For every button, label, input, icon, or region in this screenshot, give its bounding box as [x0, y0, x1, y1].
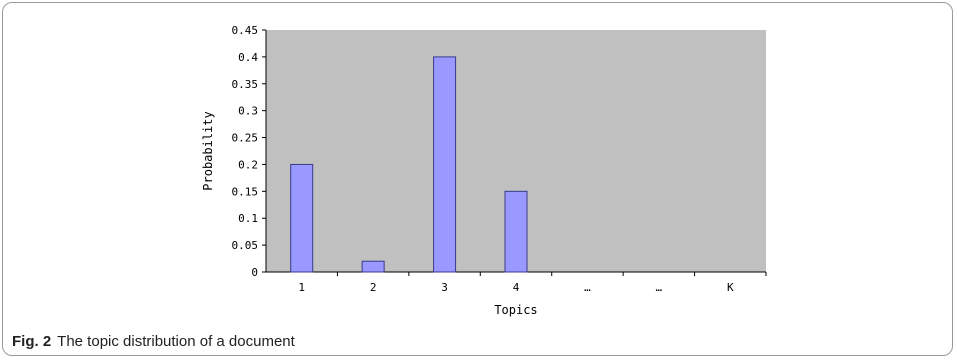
x-tick-label: …: [656, 281, 663, 294]
y-axis-ticks: 0 0.05 0.1 0.15 0.2 0.25 0.3 0.35 0.4 0.45: [232, 24, 266, 279]
y-tick-label: 0.35: [232, 78, 259, 91]
x-tick-label: K: [727, 281, 734, 294]
y-tick-label: 0.25: [232, 132, 259, 145]
x-tick-label: …: [584, 281, 591, 294]
x-axis-title: Topics: [494, 303, 537, 317]
figure-label: Fig. 2: [12, 333, 52, 350]
bar-chart: 0 0.05 0.1 0.15 0.2 0.25 0.3 0.35 0.4 0.45 1 2 3 4 … ……: [201, 24, 767, 317]
x-axis-ticks: 1 2 3 4 … … K: [298, 272, 767, 294]
y-tick-label: 0.2: [238, 158, 258, 171]
caption-text: The topic distribution of a document: [57, 333, 295, 350]
x-tick-label: 1: [298, 281, 305, 294]
bar-topic-4: [504, 190, 528, 273]
bar-topic-1: [290, 163, 314, 273]
y-tick-label: 0.4: [238, 51, 258, 64]
bar-topic-3: [433, 56, 457, 273]
y-tick-label: 0.15: [232, 185, 259, 198]
y-tick-label: 0: [251, 266, 258, 279]
y-tick-label: 0.45: [232, 24, 259, 37]
y-tick-label: 0.3: [238, 105, 258, 118]
figure-caption: Fig. 2 The topic distribution of a docume…: [12, 333, 295, 350]
bars: [290, 56, 528, 273]
x-tick-label: 2: [370, 281, 377, 294]
x-tick-label: 3: [441, 281, 448, 294]
bar-topic-2: [361, 260, 385, 273]
x-tick-label: 4: [513, 281, 520, 294]
y-tick-label: 0.1: [238, 212, 258, 225]
y-axis-title: Probability: [201, 111, 215, 190]
y-tick-label: 0.05: [232, 239, 259, 252]
